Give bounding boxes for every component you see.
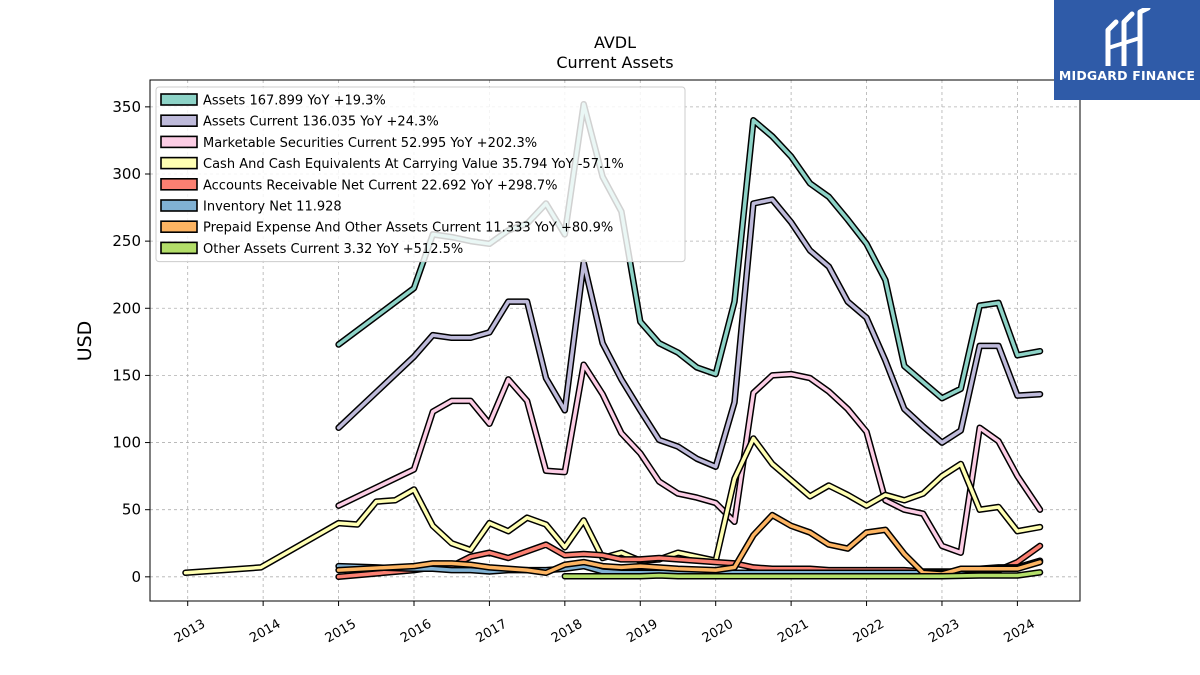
legend-swatch (160, 220, 198, 233)
y-tick-label: 150 (112, 366, 141, 384)
x-tick-label: 2021 (775, 617, 811, 647)
series-line (563, 570, 1042, 578)
x-tick-label: 2017 (474, 617, 510, 647)
legend-swatch (160, 93, 198, 106)
legend-label: Prepaid Expense And Other Assets Current… (203, 221, 613, 236)
legend-swatch (160, 241, 198, 255)
y-axis: 0 50 100 150 200 250 300 350 (112, 98, 150, 586)
series-2 (335, 361, 1044, 556)
x-tick-label: 2015 (323, 617, 359, 647)
y-tick-label: 50 (122, 501, 141, 519)
brand-name: MIDGARD FINANCE (1058, 68, 1196, 83)
series-6 (335, 511, 1044, 578)
legend-label: Cash And Cash Equivalents At Carrying Va… (203, 157, 624, 172)
legend-entry: Prepaid Expense And Other Assets Current… (160, 220, 613, 236)
grid (150, 80, 1080, 601)
x-tick-label: 2022 (851, 617, 887, 647)
logo-mark-icon (1105, 8, 1151, 66)
legend-swatch (160, 178, 198, 191)
legend-label: Other Assets Current 3.32 YoY +512.5% (203, 242, 463, 257)
y-tick-label: 350 (112, 98, 141, 116)
legend-entry: Marketable Securities Current 52.995 YoY… (160, 135, 537, 151)
legend-entry: Inventory Net 11.928 (160, 199, 342, 215)
legend-swatch (160, 114, 198, 127)
x-tick-label: 2018 (549, 617, 585, 647)
legend-swatch (160, 156, 198, 170)
y-tick-label: 250 (112, 232, 141, 250)
legend-label: Assets 167.899 YoY +19.3% (203, 94, 386, 109)
legend-entry: Cash And Cash Equivalents At Carrying Va… (160, 156, 624, 172)
series-line-outline (182, 435, 1044, 577)
series-7 (561, 569, 1044, 580)
y-tick-label: 300 (112, 165, 141, 183)
x-tick-label: 2024 (1002, 617, 1038, 647)
brand-logo: MIDGARD FINANCE (1054, 0, 1200, 100)
legend-box (155, 86, 686, 263)
y-tick-label: 100 (112, 434, 141, 452)
series-1 (335, 196, 1044, 470)
legend-label: Assets Current 136.035 YoY +24.3% (203, 115, 439, 130)
chart-title: AVDL (594, 33, 636, 52)
x-tick-label: 2016 (398, 617, 434, 647)
x-tick-label: 2020 (700, 617, 736, 647)
legend-swatch (160, 199, 198, 212)
plot-frame (149, 79, 1081, 602)
legend-entry: Other Assets Current 3.32 YoY +512.5% (160, 241, 463, 257)
legend-swatch (160, 135, 198, 149)
series-line (336, 362, 1042, 555)
series-line (336, 197, 1042, 469)
legend-entry: Assets 167.899 YoY +19.3% (160, 93, 386, 109)
x-tick-label: 2013 (172, 617, 208, 647)
x-tick-label: 2023 (926, 617, 962, 647)
chart-subtitle: Current Assets (556, 53, 673, 72)
legend-entry: Accounts Receivable Net Current 22.692 Y… (160, 178, 558, 193)
legend-label: Marketable Securities Current 52.995 YoY… (203, 136, 537, 151)
x-tick-label: 2019 (624, 617, 660, 647)
y-axis-label: USD (74, 321, 96, 362)
legend: Assets 167.899 YoY +19.3% Assets Current … (155, 86, 686, 263)
series-3 (182, 435, 1044, 577)
y-tick-label: 200 (112, 299, 141, 317)
x-axis: 2013 2014 2015 2016 2017 2018 2019 2020 2021 2022… (172, 601, 1038, 646)
series-line-outline (335, 511, 1044, 578)
legend-label: Inventory Net 11.928 (203, 200, 342, 215)
y-tick-label: 0 (131, 568, 141, 586)
legend-entry: Assets Current 136.035 YoY +24.3% (160, 114, 439, 130)
legend-label: Accounts Receivable Net Current 22.692 Y… (203, 178, 558, 193)
x-tick-label: 2014 (247, 617, 283, 647)
